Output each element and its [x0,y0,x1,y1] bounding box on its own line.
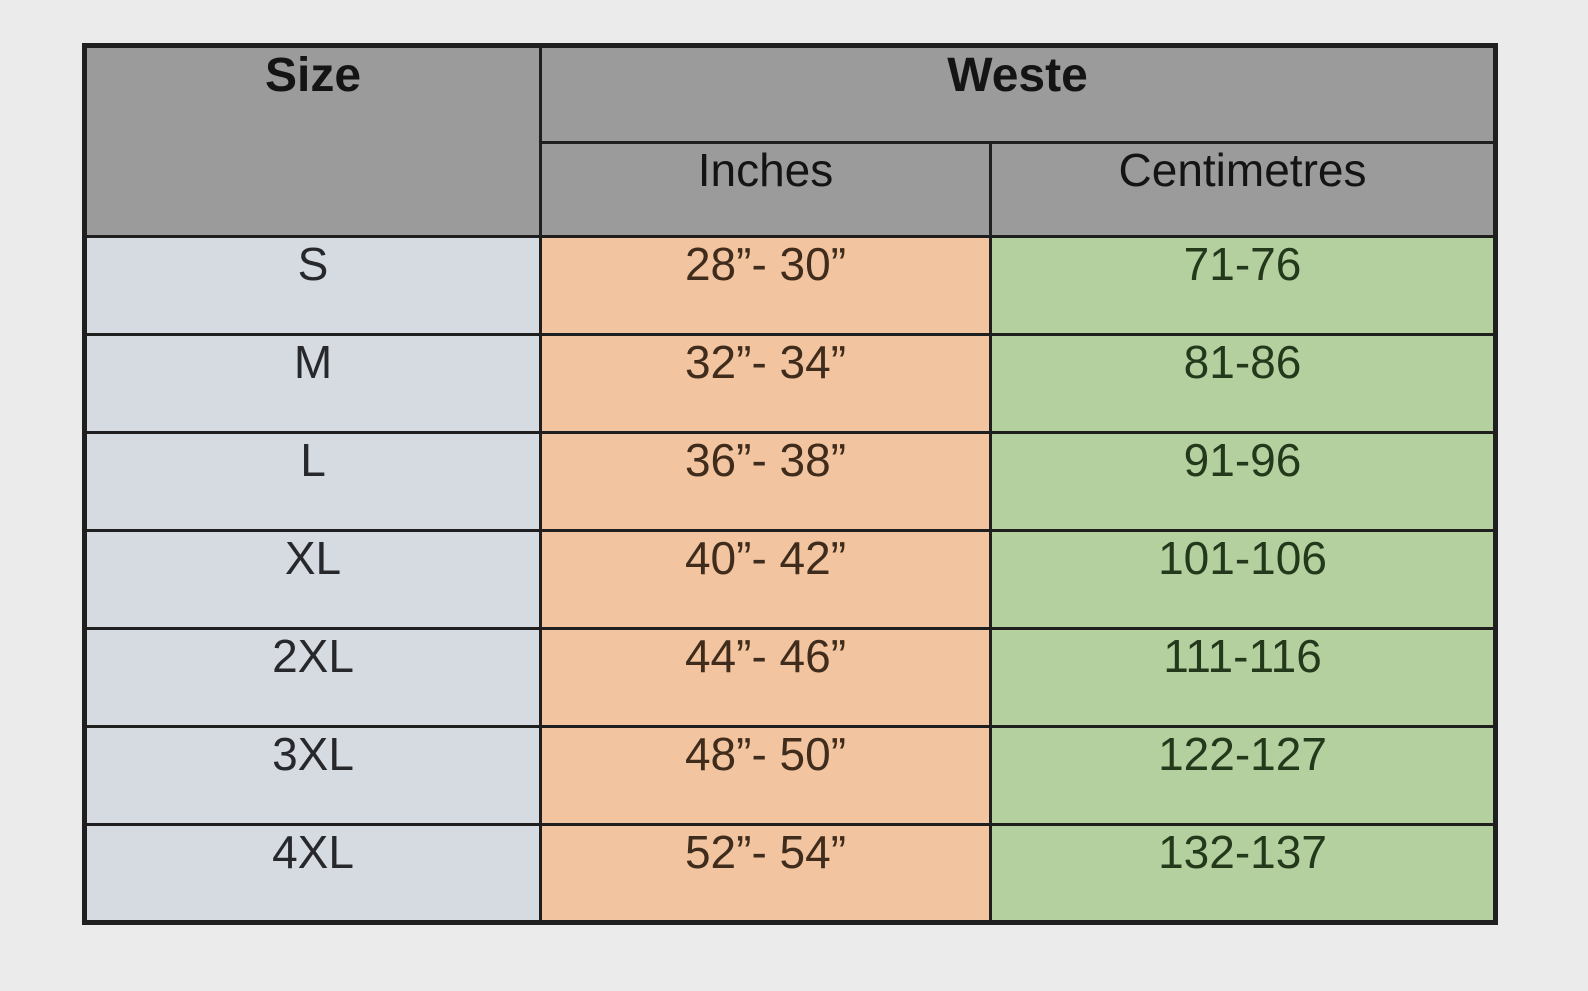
inches-cell: 44”- 46” [539,627,992,728]
size-cell: 3XL [83,725,542,826]
size-cell: M [83,333,542,434]
centimetres-cell: 132-137 [988,823,1498,924]
size-cell: 2XL [83,627,542,728]
inches-cell: 28”- 30” [539,235,992,336]
centimetres-column-header: Centimetres [988,141,1498,238]
inches-cell: 32”- 34” [539,333,992,434]
table-row: 4XL 52”- 54” 132-137 [83,823,1498,924]
size-cell: 4XL [83,823,542,924]
table-row: S 28”- 30” 71-76 [83,235,1498,336]
table-header: Size Weste Inches Centimetres [83,44,1498,238]
size-column-header: Size [83,44,542,238]
table-body: S 28”- 30” 71-76 M 32”- 34” 81-86 L 36”-… [83,235,1498,924]
table-row: 3XL 48”- 50” 122-127 [83,725,1498,826]
inches-column-header: Inches [539,141,992,238]
centimetres-cell: 81-86 [988,333,1498,434]
centimetres-cell: 91-96 [988,431,1498,532]
size-cell: L [83,431,542,532]
centimetres-cell: 71-76 [988,235,1498,336]
sub-header-row: Inches Centimetres [85,141,1498,238]
inches-cell: 40”- 42” [539,529,992,630]
table-row: M 32”- 34” 81-86 [83,333,1498,434]
size-chart-table: Size Weste Inches Centimetres S 28”- 30”… [82,43,1499,925]
table-row: 2XL 44”- 46” 111-116 [83,627,1498,728]
inches-cell: 52”- 54” [539,823,992,924]
centimetres-cell: 111-116 [988,627,1498,728]
inches-cell: 48”- 50” [539,725,992,826]
waist-group-header: Weste [538,44,1498,144]
centimetres-cell: 122-127 [988,725,1498,826]
size-cell: S [83,235,542,336]
centimetres-cell: 101-106 [988,529,1498,630]
inches-cell: 36”- 38” [539,431,992,532]
size-cell: XL [83,529,542,630]
table-row: XL 40”- 42” 101-106 [83,529,1498,630]
group-header-row: Size Weste [83,44,1498,238]
table-row: L 36”- 38” 91-96 [83,431,1498,532]
